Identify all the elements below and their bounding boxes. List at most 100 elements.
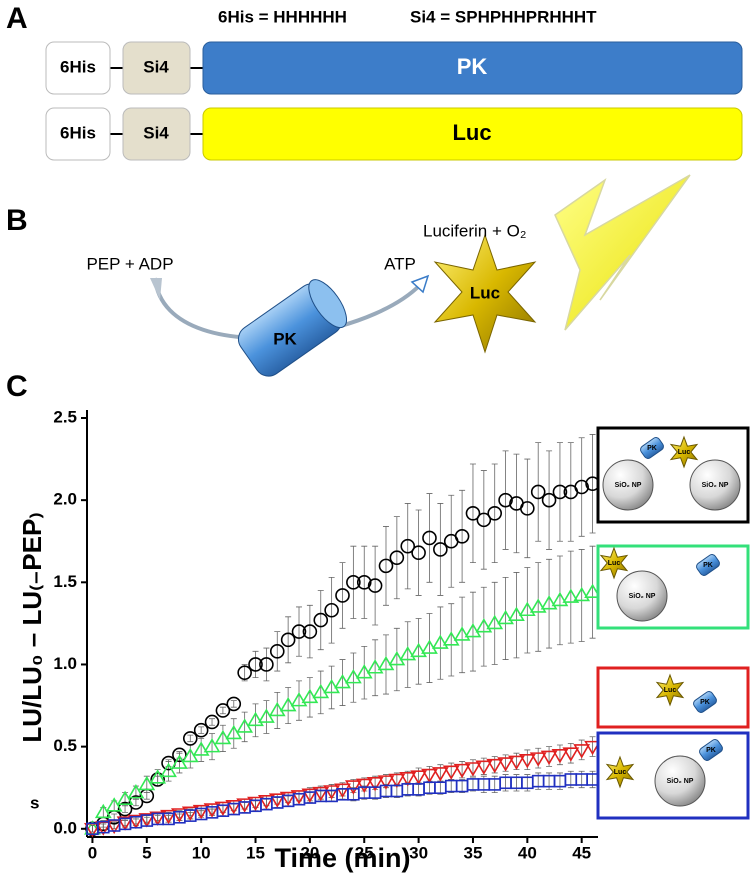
luciferase [655, 673, 685, 707]
error-bar [578, 549, 585, 642]
y-tick-label: 0.5 [53, 736, 77, 755]
box-label: Luc [452, 120, 491, 145]
annotation: s [30, 794, 39, 813]
x-axis-title: Time (min) [274, 843, 410, 873]
marker [346, 575, 361, 590]
error-bar [415, 509, 422, 596]
x-tick-label: 0 [88, 843, 97, 862]
marker [203, 738, 221, 753]
error-bar [556, 555, 563, 646]
error-bar [361, 545, 368, 619]
marker [562, 588, 580, 603]
marker [453, 626, 471, 641]
error-bar [524, 458, 531, 559]
error-bar [546, 558, 553, 649]
error-bar [263, 647, 270, 682]
error-bar [491, 581, 498, 665]
error-bar [426, 613, 433, 683]
inset-label: PK [647, 445, 657, 452]
marker [355, 664, 373, 679]
legend-text: Si4 = SPHPHHPRHHHT [410, 7, 597, 26]
error-bar [143, 792, 150, 800]
y-tick-label: 2.5 [53, 407, 77, 426]
error-bar [513, 572, 520, 659]
marker [127, 814, 145, 830]
marker [366, 659, 384, 674]
error-bar [469, 463, 476, 563]
marker [562, 747, 580, 762]
error-bar [437, 606, 444, 680]
error-bar [459, 596, 466, 674]
error-bar [339, 562, 346, 629]
marker [497, 609, 514, 625]
luciferase [605, 755, 635, 789]
error-bar [469, 777, 476, 792]
error-bar [393, 627, 400, 692]
error-bar [296, 680, 303, 721]
error-bar [480, 470, 487, 570]
inset-label: PK [703, 562, 713, 569]
error-bar [502, 576, 509, 660]
marker [279, 696, 297, 712]
y-tick-label: 1.5 [53, 572, 77, 591]
error-bar [437, 780, 444, 795]
marker [215, 703, 231, 718]
x-tick-label: 25 [355, 843, 374, 862]
luciferin-label: Luciferin + O₂ [423, 221, 526, 240]
marker [399, 772, 417, 787]
error-bar [437, 503, 444, 596]
marker [214, 729, 232, 745]
marker [411, 545, 426, 561]
marker [421, 639, 438, 654]
marker [389, 550, 405, 565]
marker [377, 655, 395, 671]
marker [584, 583, 601, 598]
marker [422, 530, 437, 546]
marker [226, 696, 242, 712]
error-bar [382, 526, 389, 606]
marker [475, 760, 493, 775]
error-bar [230, 700, 237, 708]
marker [464, 762, 482, 777]
error-bar [459, 489, 466, 583]
y-tick-label: 1.0 [53, 654, 77, 673]
error-bar [448, 779, 455, 794]
marker [573, 586, 591, 602]
insets: PK Luc SiO₂ NP SiO₂ NP Luc SiO₂ NP PK Luc PK Luc S… [596, 426, 750, 820]
error-bar [187, 734, 194, 743]
marker [237, 665, 252, 680]
marker [366, 776, 384, 792]
inset-label: Luc [614, 769, 627, 776]
marker [486, 614, 504, 630]
construct-luc: 6His Si4 Luc [45, 107, 743, 161]
box-label: PK [457, 54, 488, 79]
marker [334, 673, 351, 689]
panel-label: C [6, 370, 28, 403]
x-tick-label: 35 [464, 843, 483, 862]
marker [465, 506, 481, 521]
error-bar [535, 442, 542, 542]
marker [497, 757, 514, 772]
marker [454, 529, 470, 544]
error-bar [350, 652, 357, 703]
marker [269, 644, 285, 659]
error-bar [502, 450, 509, 550]
marker [431, 767, 449, 782]
marker [247, 796, 264, 812]
marker [431, 634, 449, 649]
marker [442, 631, 460, 646]
marker [356, 575, 372, 590]
inset-label: SiO₂ NP [702, 482, 729, 489]
marker [529, 598, 547, 613]
marker [541, 492, 557, 508]
error-bar [589, 545, 596, 639]
error-bar [426, 493, 433, 583]
panel-label: B [6, 204, 28, 237]
error-bar [274, 631, 281, 672]
inset-label: Luc [678, 449, 691, 456]
marker [487, 506, 503, 521]
marker [192, 741, 210, 756]
marker [259, 657, 274, 672]
marker [475, 618, 493, 633]
